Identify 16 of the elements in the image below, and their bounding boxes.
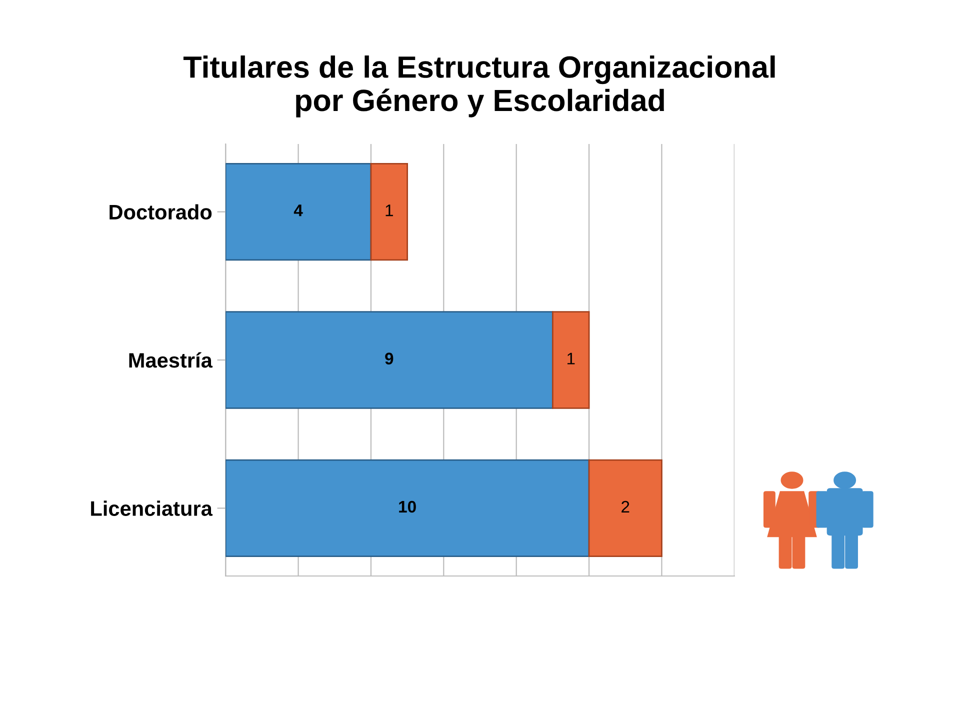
chart-title: Titulares de la Estructura Organizacional por Género y Escolaridad bbox=[183, 55, 775, 118]
y-tick-label: Licenciatura bbox=[91, 500, 213, 516]
data-label: 1 bbox=[567, 352, 575, 364]
bar bbox=[588, 459, 662, 558]
data-label: 1 bbox=[386, 204, 393, 216]
data-label: 4 bbox=[294, 204, 303, 216]
data-label: 2 bbox=[622, 500, 630, 513]
bar bbox=[226, 459, 590, 558]
bar bbox=[226, 162, 372, 261]
y-tick-label: Maestría bbox=[129, 352, 213, 368]
y-tick-label: Doctorado bbox=[110, 204, 212, 220]
data-label: 10 bbox=[399, 500, 416, 513]
bar bbox=[226, 311, 554, 409]
bar bbox=[370, 162, 408, 261]
bar bbox=[552, 311, 590, 409]
data-label: 9 bbox=[385, 352, 394, 364]
